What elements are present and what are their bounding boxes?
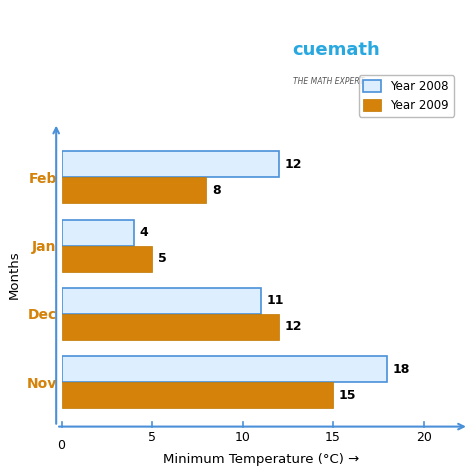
Bar <box>62 288 261 314</box>
Text: 12: 12 <box>284 320 302 333</box>
Bar <box>62 151 279 177</box>
Bar <box>62 382 333 408</box>
Text: 11: 11 <box>266 294 283 308</box>
Text: cuemath: cuemath <box>292 41 380 59</box>
Text: 4: 4 <box>139 226 148 239</box>
Y-axis label: Months: Months <box>8 250 21 299</box>
Text: 0: 0 <box>58 439 65 452</box>
Text: 12: 12 <box>284 158 302 171</box>
Text: 18: 18 <box>393 363 410 376</box>
Bar <box>62 177 206 203</box>
X-axis label: Minimum Temperature (°C) →: Minimum Temperature (°C) → <box>163 453 359 466</box>
Bar <box>62 220 134 246</box>
Text: 8: 8 <box>212 184 220 197</box>
Legend: Year 2008, Year 2009: Year 2008, Year 2009 <box>359 75 454 117</box>
Text: THE MATH EXPERT: THE MATH EXPERT <box>292 77 364 86</box>
Bar <box>62 314 279 340</box>
Bar <box>62 246 152 272</box>
Text: 15: 15 <box>338 389 356 401</box>
Text: 5: 5 <box>157 252 166 265</box>
Bar <box>62 356 387 382</box>
